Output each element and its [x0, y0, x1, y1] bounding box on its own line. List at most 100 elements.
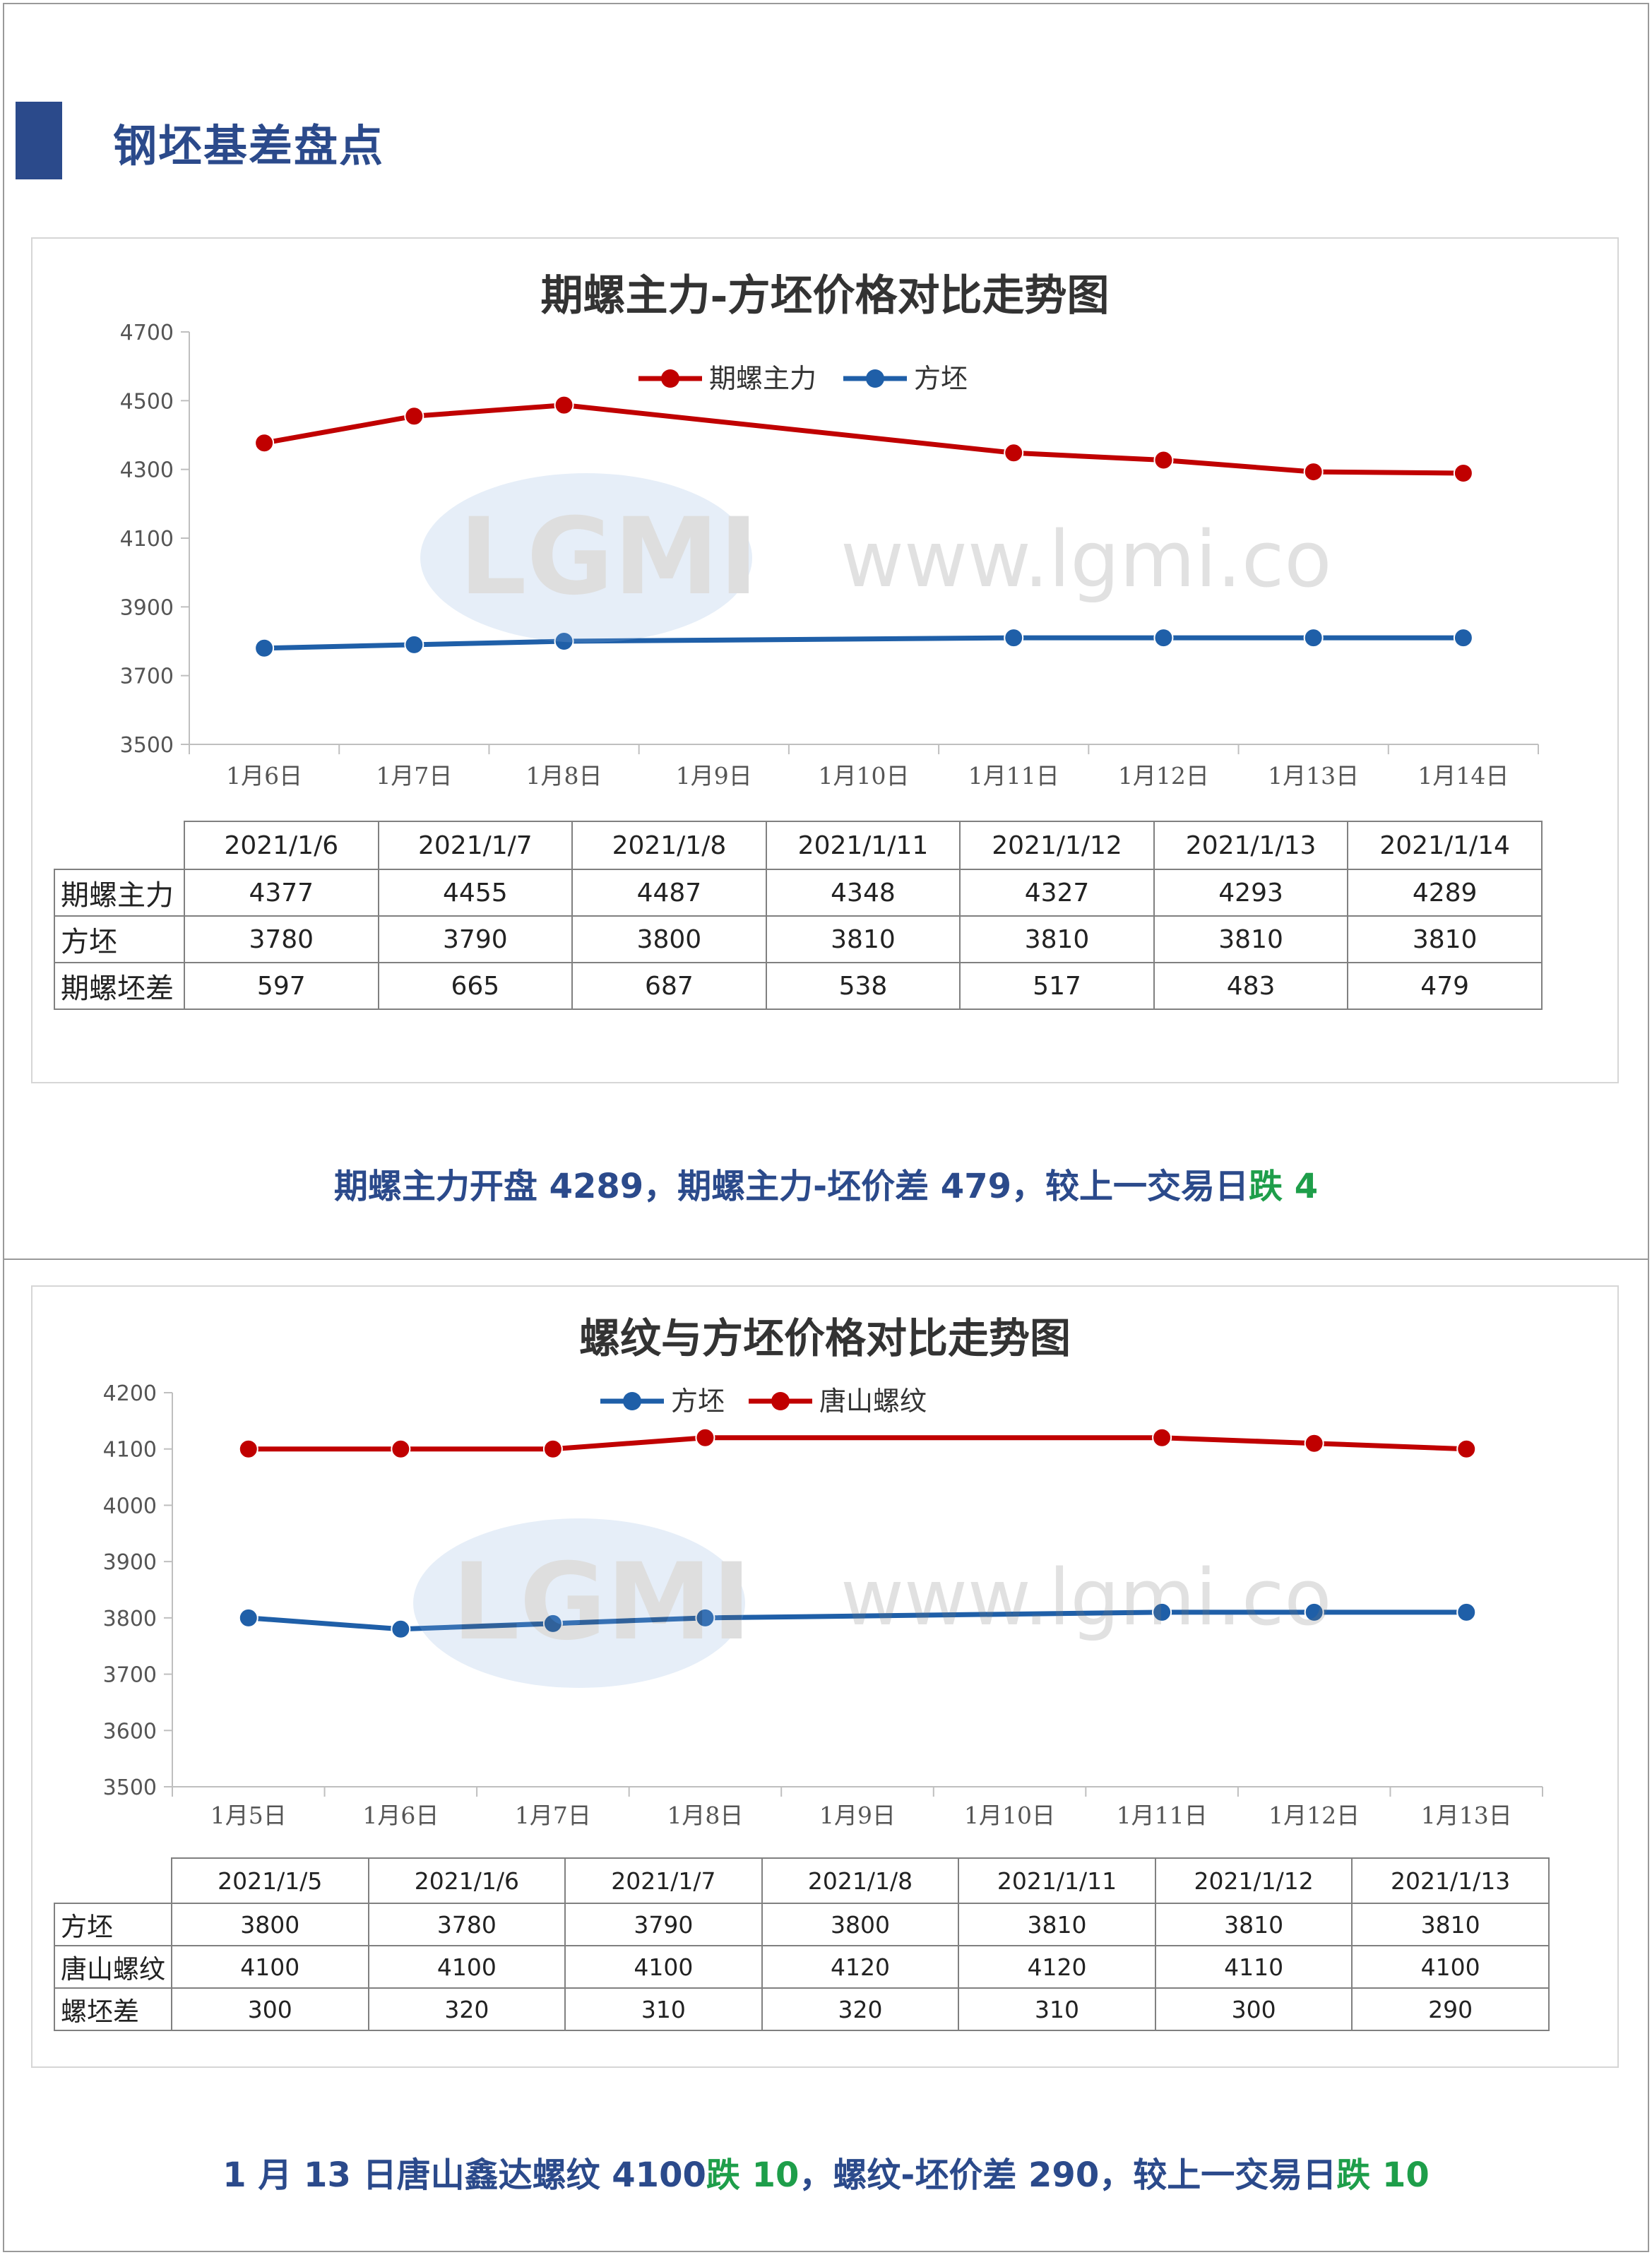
- x-tick-label: 1月12日: [1118, 762, 1209, 790]
- table-cell: 4348: [765, 869, 961, 917]
- table-column-header: 2021/1/13: [1153, 821, 1349, 870]
- y-tick-label: 4000: [103, 1494, 157, 1518]
- table-column-header: 2021/1/8: [571, 821, 767, 870]
- table-cell: 4100: [1351, 1945, 1550, 1989]
- x-tick-label: 1月10日: [964, 1802, 1055, 1829]
- table-row: 方坯 3780 3790 3800 3810 3810 3810 3810: [54, 915, 1543, 963]
- y-tick-label: 4300: [120, 458, 174, 483]
- table-cell: 290: [1351, 1987, 1550, 2031]
- series-line-1: [248, 1435, 1467, 1452]
- y-tick-label: 3700: [120, 665, 174, 689]
- data-point: [695, 1427, 715, 1448]
- x-tick-label: 1月6日: [362, 1802, 439, 1829]
- data-point: [404, 634, 424, 655]
- table-cell: 3800: [571, 915, 767, 963]
- data-point: [554, 631, 574, 651]
- data-point: [1303, 462, 1324, 482]
- data-point: [254, 433, 275, 453]
- table-row-label: 期螺主力: [54, 869, 185, 917]
- table-row: 方坯 3800 3780 3790 3800 3810 3810 3810: [54, 1903, 1550, 1946]
- table-cell: 300: [1154, 1987, 1353, 2031]
- chart-1-title: 期螺主力-方坯价格对比走势图: [540, 271, 1110, 321]
- y-tick-label: 3600: [103, 1719, 157, 1744]
- caption-2-part1: 1 月 13 日唐山鑫达螺纹 4100: [222, 2155, 706, 2195]
- data-point: [238, 1439, 259, 1459]
- legend-label: 唐山螺纹: [819, 1386, 927, 1417]
- table-cell: 3800: [171, 1903, 369, 1946]
- table-row-label: 方坯: [54, 1903, 172, 1946]
- data-point: [1153, 628, 1174, 648]
- legend-item: 期螺主力: [638, 363, 816, 394]
- legend-item: 方坯: [600, 1386, 725, 1417]
- data-point: [1456, 1439, 1477, 1459]
- table-cell: 3810: [1154, 1903, 1353, 1946]
- data-point: [254, 638, 275, 658]
- x-tick-label: 1月5日: [210, 1802, 287, 1829]
- legend-item: 唐山螺纹: [749, 1386, 927, 1417]
- series-line-1: [264, 635, 1463, 651]
- x-tick-label: 1月6日: [226, 762, 302, 790]
- summary-caption-2: 1 月 13 日唐山鑫达螺纹 4100跌 10，螺纹-坯价差 290，较上一交易…: [0, 2147, 1652, 2196]
- chart-1-plot: 3500 3700 3900 4100 4300 4500 4700 1月6日 1月7日 1月8日…: [120, 321, 1539, 790]
- y-tick-label: 3900: [103, 1550, 157, 1575]
- data-point: [1453, 463, 1473, 484]
- chart-2-data-table: 2021/1/5 2021/1/6 2021/1/7 2021/1/8 2021/1/1…: [54, 1857, 1550, 2031]
- x-tick-label: 1月9日: [676, 762, 752, 790]
- table-cell: 3810: [958, 1903, 1156, 1946]
- data-point: [542, 1613, 563, 1634]
- table-row: 期螺坯差 597 665 687 538 517 483 479: [54, 962, 1543, 1010]
- table-cell: 3810: [959, 915, 1155, 963]
- table-cell: 3810: [1351, 1903, 1550, 1946]
- data-point: [1303, 628, 1324, 648]
- y-tick-label: 4100: [120, 527, 174, 552]
- legend-label: 方坯: [671, 1386, 725, 1417]
- table-cell: 4100: [564, 1945, 763, 1989]
- data-point: [1152, 1602, 1172, 1622]
- table-cell: 665: [377, 962, 574, 1010]
- table-column-header: 2021/1/12: [959, 821, 1155, 870]
- table-cell: 687: [571, 962, 767, 1010]
- table-column-header: 2021/1/8: [761, 1857, 960, 1904]
- data-point: [1453, 628, 1473, 648]
- table-cell: 300: [171, 1987, 369, 2031]
- table-cell: 517: [959, 962, 1155, 1010]
- data-point: [391, 1619, 411, 1639]
- data-point: [404, 406, 424, 427]
- table-cell: 4100: [367, 1945, 566, 1989]
- table-cell: 3780: [367, 1903, 566, 1946]
- table-column-header: 2021/1/7: [377, 821, 574, 870]
- table-cell: 4487: [571, 869, 767, 917]
- table-row-label: 期螺坯差: [54, 962, 185, 1010]
- table-column-header: 2021/1/7: [564, 1857, 763, 1904]
- table-cell: 3810: [1347, 915, 1543, 963]
- legend-marker: [623, 1392, 641, 1410]
- table-header-row: 2021/1/5 2021/1/6 2021/1/7 2021/1/8 2021/1/1…: [54, 1857, 1550, 1904]
- y-tick-label: 4100: [103, 1438, 157, 1463]
- table-cell: 4293: [1153, 869, 1349, 917]
- x-tick-label: 1月7日: [515, 1802, 591, 1829]
- table-column-header: 2021/1/11: [958, 1857, 1156, 1904]
- chart-1-data-table: 2021/1/6 2021/1/7 2021/1/8 2021/1/11 2021/1/…: [54, 821, 1543, 1010]
- x-tick-label: 1月10日: [819, 762, 910, 790]
- caption-2-change1: 跌 10: [706, 2155, 800, 2195]
- table-cell: 538: [765, 962, 961, 1010]
- legend-marker: [866, 369, 884, 388]
- table-cell: 597: [184, 962, 379, 1010]
- table-column-header: 2021/1/14: [1347, 821, 1543, 870]
- table-row: 螺坯差 300 320 310 320 310 300 290: [54, 1987, 1550, 2031]
- legend-label: 期螺主力: [709, 363, 816, 394]
- table-row-label: 螺坯差: [54, 1987, 172, 2031]
- data-point: [1004, 628, 1024, 648]
- table-row: 唐山螺纹 4100 4100 4100 4120 4120 4110 4100: [54, 1945, 1550, 1989]
- data-point: [1004, 443, 1024, 463]
- table-column-header: 2021/1/6: [184, 821, 379, 870]
- table-cell: 310: [564, 1987, 763, 2031]
- table-cell: 3810: [1153, 915, 1349, 963]
- y-tick-label: 3900: [120, 595, 174, 620]
- chart-2-plot: 3500 3600 3700 3800 3900 4000 4100 4200 1月5日 1月6日…: [103, 1381, 1543, 1829]
- y-tick-label: 4700: [120, 321, 174, 345]
- table-cell: 3800: [761, 1903, 960, 1946]
- data-point: [1152, 1427, 1172, 1448]
- caption-2-change2: 跌 10: [1336, 2155, 1430, 2195]
- table-cell: 3780: [184, 915, 379, 963]
